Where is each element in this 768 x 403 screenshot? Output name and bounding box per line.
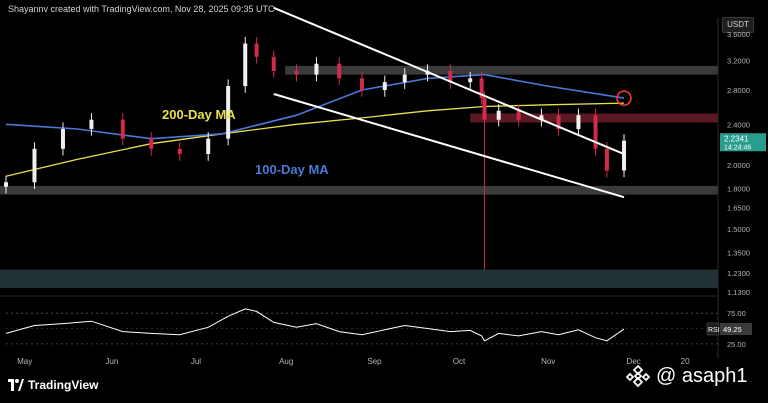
ma100-line [5,73,625,140]
candle-body [32,148,37,183]
candle-body [468,78,473,83]
binance-icon [626,364,650,388]
candle-body [402,74,407,83]
candle-body [556,115,561,129]
x-tick-label: Jul [191,357,201,366]
zone-upper [285,65,718,75]
ma-cross-marker [616,90,632,106]
ma100-annotation: 100-Day MA [255,162,329,177]
trendline-lower [273,93,625,199]
tradingview-icon [8,379,24,391]
candle-body [622,140,627,171]
price-area: 200-Day MA 100-Day MA [0,6,718,289]
rsi-tag-label: RSI [708,327,720,334]
rsi-value-bg [720,322,752,335]
candle-body [120,119,125,139]
rsi-tick-label: 75.00 [727,309,746,318]
candle-body [604,148,609,171]
rsi-tick-label: 25.00 [727,340,746,349]
x-tick-label: 20 [681,357,690,366]
candle-body [479,78,484,99]
x-tick-label: Nov [541,357,555,366]
candle-body [271,56,276,71]
y-tick-label: 2.0000 [727,161,750,170]
candle-body [4,182,8,187]
candle-body [516,110,521,120]
y-tick-label: 1.6500 [727,204,750,213]
x-tick-label: Oct [453,357,466,366]
price-label-value: 2.2341 [724,134,749,143]
candle-body [360,78,364,90]
rsi-area [5,308,718,345]
y-tick-label: 1.3500 [727,248,750,257]
x-tick-label: May [17,357,32,366]
rsi-value-label: 49.25 [723,325,742,334]
candle-body [177,148,182,155]
candle-body [294,70,299,75]
currency-badge: USDT [722,17,754,33]
candle-body [60,128,65,149]
candle-body [382,82,387,90]
axis-layer: 3.6000 3.2000 2.8000 2.4000 2.0000 1.8000 1.65… [0,18,766,366]
y-tick-label: 2.4000 [727,120,750,129]
candle-body [576,115,581,129]
y-tick-label: 1.8000 [727,184,750,193]
candle-body [314,63,319,75]
rsi-tag-bg [706,322,720,336]
x-tick-label: Aug [279,357,293,366]
candle-body [149,138,154,149]
candle-body [254,43,259,57]
candle-body [539,115,544,120]
x-tick-label: Jun [105,357,118,366]
candle-body [482,98,487,120]
tradingview-text: TradingView [28,378,99,392]
ma200-line [5,102,625,177]
y-tick-label: 3.6000 [727,30,750,39]
y-tick-label: 1.1300 [727,288,750,297]
candle-body [226,86,231,139]
binance-watermark: @ asaph1 [626,364,747,388]
watermark-text: @ asaph1 [656,364,748,387]
chart-header: Shayannv created with TradingView.com, N… [8,4,275,14]
trendline-upper [273,6,625,155]
rsi-line [5,308,625,342]
x-tick-label: Sep [367,357,382,366]
ma200-annotation: 200-Day MA [162,107,236,122]
price-label-bg [720,133,766,152]
y-tick-label: 2.8000 [727,86,750,95]
candle-body [448,70,453,83]
candle-body [593,115,598,149]
y-tick-label: 1.5000 [727,225,750,234]
candle-body [243,43,248,87]
candle-body [496,110,501,120]
price-label-countdown: 14:24:46 [724,144,751,151]
tradingview-logo: TradingView [8,378,98,392]
candle-body [337,63,342,79]
zone-support [0,185,718,195]
y-tick-label: 1.2300 [727,269,750,278]
y-tick-label: 3.2000 [727,56,750,65]
zone-low [0,269,718,289]
candle-body [206,138,211,155]
x-tick-label: Dec [627,357,641,366]
candle-body [89,119,94,129]
